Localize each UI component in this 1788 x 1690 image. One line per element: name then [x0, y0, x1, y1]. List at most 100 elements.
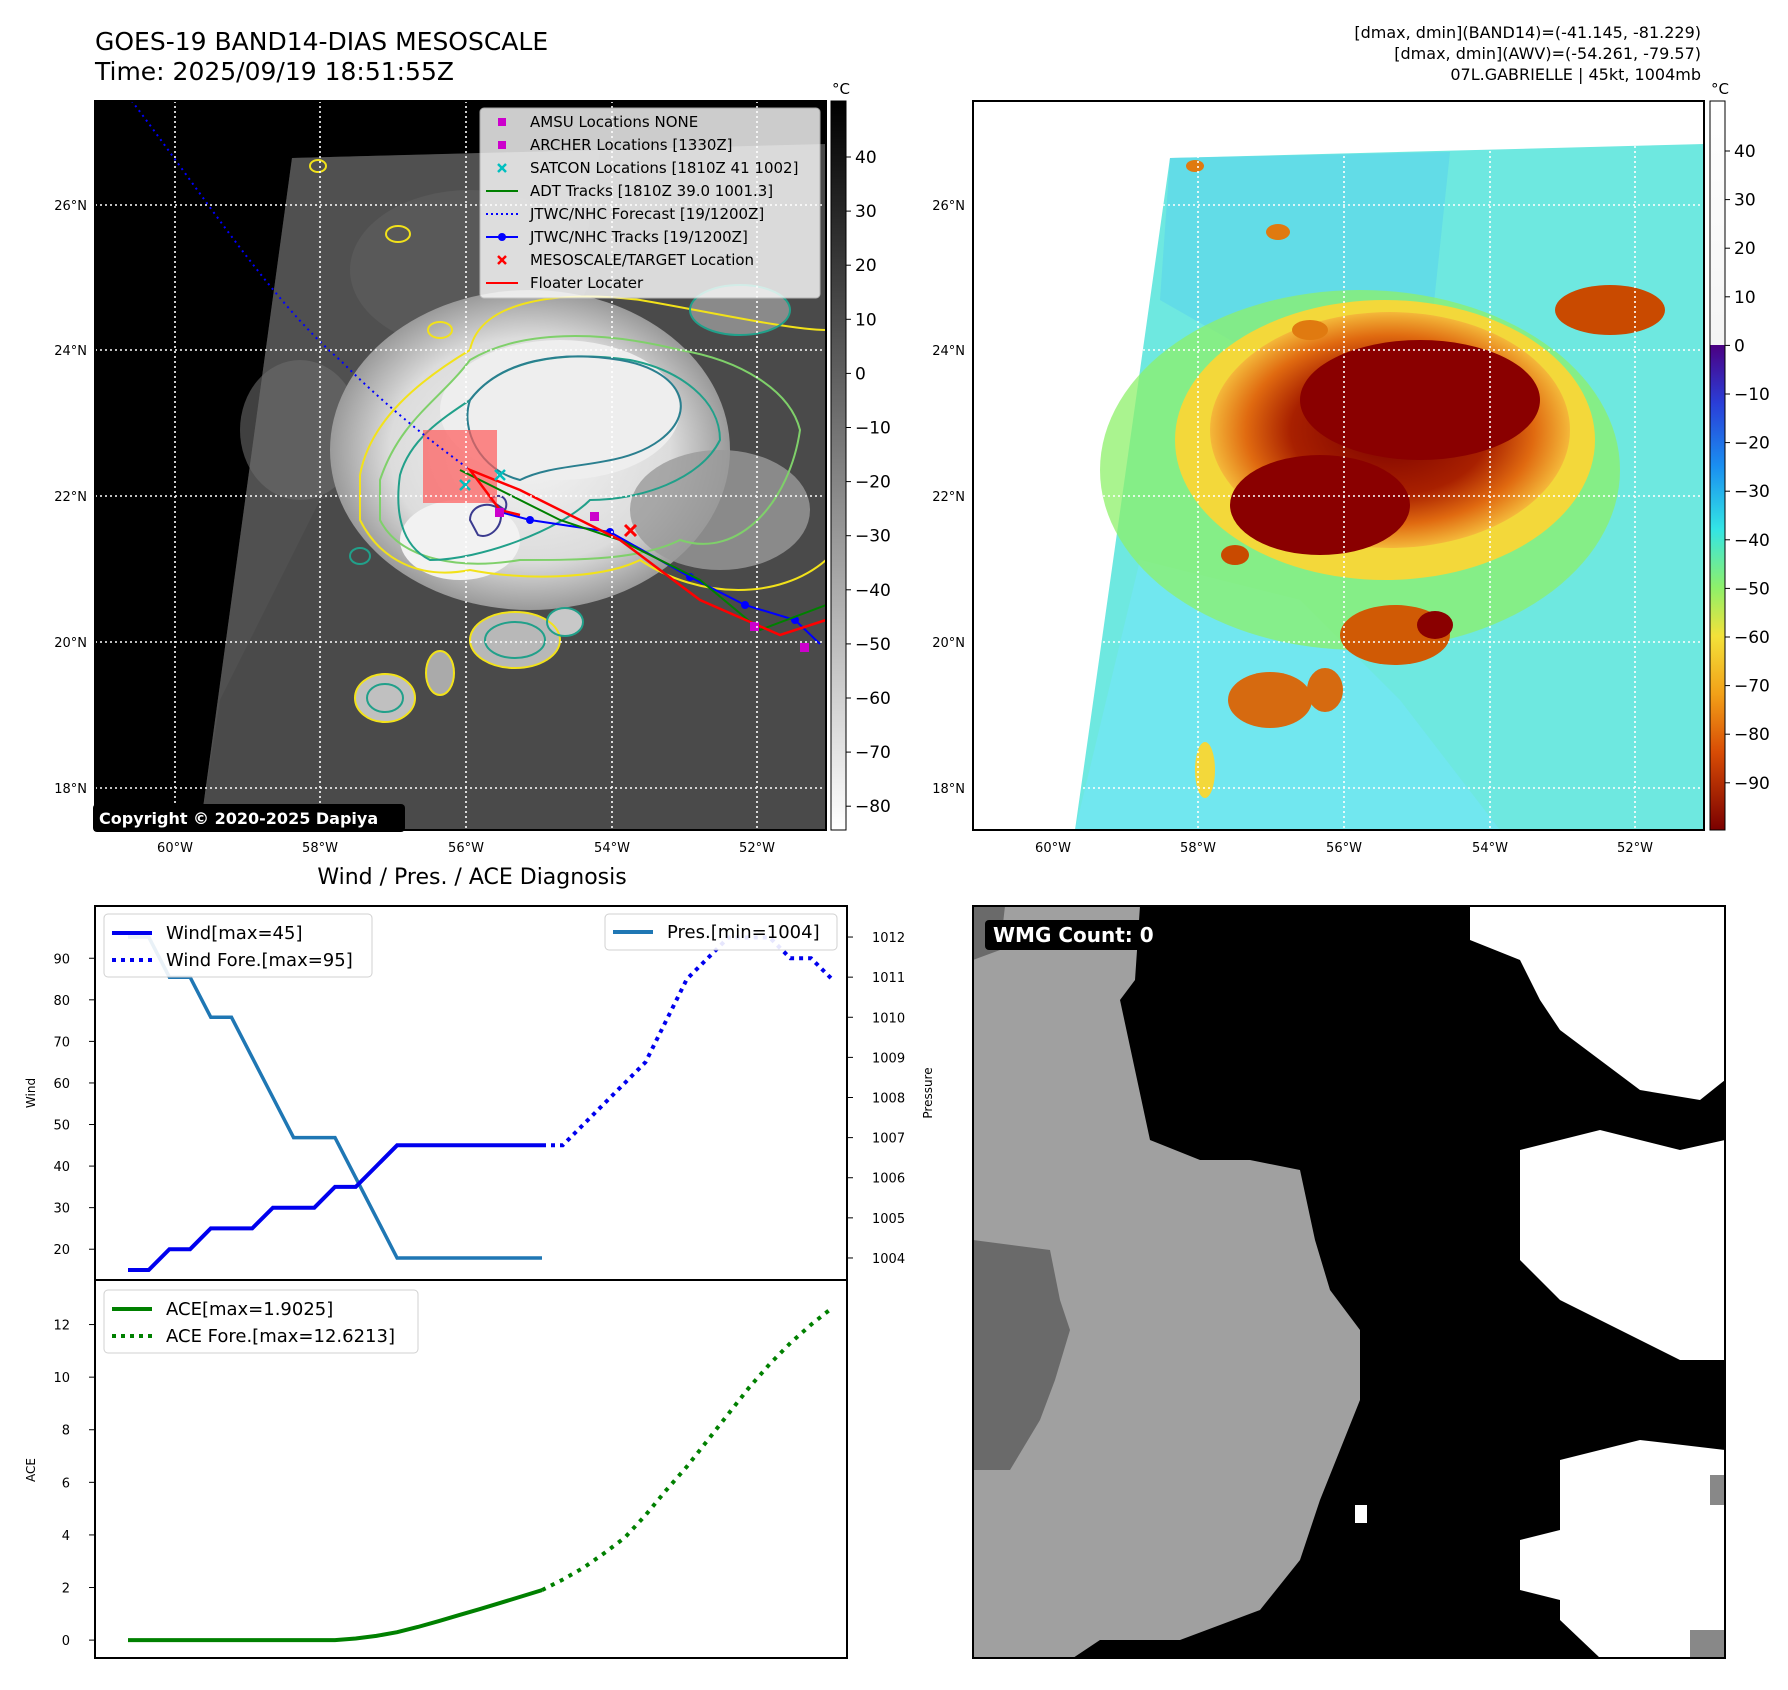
figure-time: Time: 2025/09/19 18:51:55Z	[94, 57, 454, 86]
ir-lon-tick-label: 60°W	[157, 841, 193, 856]
ace-y-tick-label: 2	[62, 1582, 70, 1597]
wind-y-tick-label: 80	[53, 994, 70, 1009]
mesoscale-target-marker	[623, 523, 638, 538]
legend-item: JTWC/NHC Forecast [19/1200Z]	[486, 205, 764, 223]
wmg-imagery	[973, 906, 1725, 1658]
pressure-y-tick-label: 1011	[872, 971, 905, 986]
pressure-y-tick-label: 1010	[872, 1011, 905, 1026]
legend-item: ARCHER Locations [1330Z]	[498, 136, 733, 154]
ir-colorbar-tick-label: 10	[855, 310, 877, 330]
legend-item-label: MESOSCALE/TARGET Location	[530, 251, 754, 269]
ir-colorbar-tick-label: 20	[855, 256, 877, 276]
pressure-axis-label: Pressure	[921, 1067, 935, 1118]
ir-lat-tick-label: 18°N	[54, 782, 87, 797]
info-storm-name: 07L.GABRIELLE | 45kt, 1004mb	[1450, 65, 1701, 84]
legend-item-label: ARCHER Locations [1330Z]	[530, 136, 733, 154]
ir-lat-tick-label: 24°N	[54, 344, 87, 359]
legend-item: JTWC/NHC Tracks [19/1200Z]	[486, 228, 748, 246]
wind-pressure-chart: 20 30 40 50 60 70 80 90 1004 1005 1006 1007 1008 1009…	[24, 905, 935, 1281]
awv-lon-tick-label: 58°W	[1180, 841, 1216, 856]
legend: AMSU Locations NONE ARCHER Locations [133…	[479, 107, 821, 299]
ir-lon-tick-label: 54°W	[594, 841, 630, 856]
legend-item-label: Floater Locater	[530, 274, 644, 292]
legend-item: ADT Tracks [1810Z 39.0 1001.3]	[486, 182, 773, 200]
legend-item-label: JTWC/NHC Forecast [19/1200Z]	[529, 205, 764, 223]
archer-markers	[495, 508, 809, 652]
ir-lon-tick-label: 56°W	[448, 841, 484, 856]
awv-colorbar-tick-label: −90	[1734, 774, 1770, 794]
wind-y-tick-label: 30	[53, 1202, 70, 1217]
legend-item-label: SATCON Locations [1810Z 41 1002]	[530, 159, 798, 177]
awv-colorbar-tick-label: 30	[1734, 191, 1756, 211]
awv-colorbar-unit: °C	[1711, 80, 1729, 98]
awv-gridlines	[973, 101, 1704, 830]
ace-y-tick-label: 6	[62, 1476, 70, 1491]
awv-lat-tick-label: 22°N	[932, 490, 965, 505]
awv-colorbar-tick-label: −30	[1734, 482, 1770, 502]
info-band14-range: [dmax, dmin](BAND14)=(-41.145, -81.229)	[1354, 23, 1701, 42]
awv-colorbar-tick-label: −60	[1734, 628, 1770, 648]
awv-lon-tick-label: 54°W	[1472, 841, 1508, 856]
wind-legend-label: Wind Fore.[max=95]	[166, 950, 353, 971]
ace-axis-label: ACE	[24, 1458, 38, 1482]
ace-y-tick-label: 12	[53, 1319, 70, 1334]
wind-y-tick-label: 20	[53, 1243, 70, 1258]
ace-legend-label: ACE[max=1.9025]	[166, 1299, 333, 1320]
ir-colorbar-tick-label: 0	[855, 364, 866, 384]
awv-colorbar-tick-label: −70	[1734, 677, 1770, 697]
ace-y-tick-label: 8	[62, 1424, 70, 1439]
awv-colorbar-tick-label: −20	[1734, 434, 1770, 454]
pressure-y-tick-label: 1008	[872, 1092, 905, 1107]
legend-item-label: AMSU Locations NONE	[530, 113, 698, 131]
ace-forecast-line	[541, 1306, 834, 1592]
info-awv-range: [dmax, dmin](AWV)=(-54.261, -79.57)	[1394, 44, 1701, 63]
ir-colorbar-tick-label: −40	[855, 581, 891, 601]
pressure-y-tick-label: 1012	[872, 931, 905, 946]
copyright-badge: Copyright © 2020-2025 Dapiya	[93, 804, 405, 832]
ir-colorbar-tick-label: −30	[855, 527, 891, 547]
wind-y-tick-label: 70	[53, 1035, 70, 1050]
ir-colorbar-tick-label: −10	[855, 419, 891, 439]
ace-y-tick-label: 4	[62, 1529, 70, 1544]
awv-colorbar-tick-label: −80	[1734, 725, 1770, 745]
ir-colorbar-tick-label: −60	[855, 689, 891, 709]
ace-legend: ACE[max=1.9025] ACE Fore.[max=12.6213]	[103, 1289, 419, 1354]
pressure-y-tick-label: 1006	[872, 1172, 905, 1187]
satcon-markers	[459, 469, 506, 491]
awv-lat-tick-label: 20°N	[932, 636, 965, 651]
awv-colorbar-tick-label: 10	[1734, 288, 1756, 308]
awv-map-panel	[972, 100, 1705, 831]
wind-line	[128, 1143, 542, 1272]
awv-colorbar-tick-label: 0	[1734, 336, 1745, 356]
figure-title: GOES-19 BAND14-DIAS MESOSCALE	[95, 27, 548, 56]
awv-lat-tick-label: 24°N	[932, 344, 965, 359]
awv-colorbar-tick-label: −50	[1734, 579, 1770, 599]
awv-lon-tick-label: 56°W	[1326, 841, 1362, 856]
pressure-legend: Pres.[min=1004]	[604, 913, 838, 951]
ir-lon-tick-label: 58°W	[302, 841, 338, 856]
ace-y-tick-label: 10	[53, 1371, 70, 1386]
square-marker-icon	[498, 118, 506, 126]
pressure-y-tick-label: 1005	[872, 1212, 905, 1227]
ir-lon-tick-label: 52°W	[739, 841, 775, 856]
legend-item: Floater Locater	[486, 274, 644, 292]
awv-lat-tick-label: 26°N	[932, 199, 965, 214]
wind-legend: Wind[max=45] Wind Fore.[max=95]	[103, 913, 373, 978]
wmg-count-label: WMG Count: 0	[993, 923, 1154, 947]
awv-imagery	[1075, 144, 1704, 830]
ir-colorbar-unit: °C	[832, 80, 850, 98]
ir-colorbar-tick-label: 40	[855, 148, 877, 168]
legend-item: SATCON Locations [1810Z 41 1002]	[497, 159, 798, 177]
ir-lat-tick-label: 22°N	[54, 490, 87, 505]
ir-colorbar-tick-label: −70	[855, 743, 891, 763]
awv-colorbar-tick-label: 20	[1734, 239, 1756, 259]
square-marker-icon	[498, 141, 506, 149]
legend-item: AMSU Locations NONE	[498, 113, 698, 131]
ir-colorbar-tick-label: 30	[855, 202, 877, 222]
wind-legend-label: Wind[max=45]	[166, 923, 303, 944]
ir-colorbar-tick-label: −20	[855, 473, 891, 493]
awv-lat-tick-label: 18°N	[932, 782, 965, 797]
ace-line	[128, 1588, 543, 1643]
pressure-y-tick-label: 1009	[872, 1051, 905, 1066]
ir-lat-tick-label: 20°N	[54, 636, 87, 651]
